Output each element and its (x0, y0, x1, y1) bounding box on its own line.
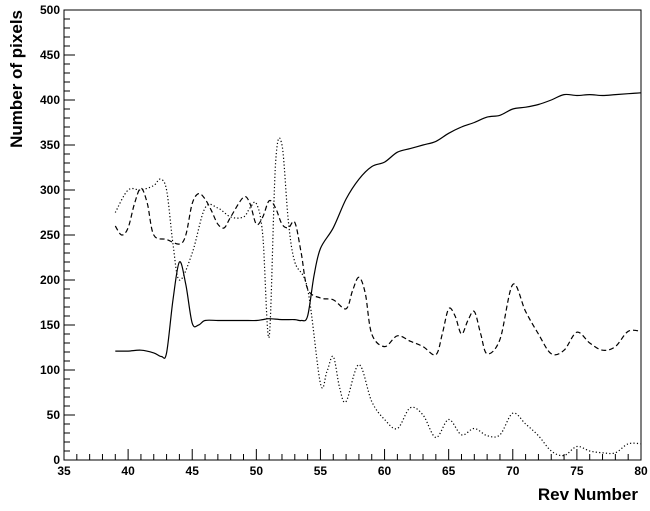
x-tick-label: 75 (570, 464, 584, 478)
x-tick-label: 40 (121, 464, 135, 478)
x-axis-title: Rev Number (538, 485, 639, 504)
x-tick-label: 65 (442, 464, 456, 478)
y-tick-label: 500 (40, 3, 60, 17)
y-tick-label: 150 (40, 318, 60, 332)
x-tick-label: 70 (506, 464, 520, 478)
axes-group: 35 40 45 50 55 60 65 70 75 80 0 50 100 150 200 250 300 35… (40, 3, 648, 478)
y-tick-label: 350 (40, 138, 60, 152)
y-tick-label: 400 (40, 93, 60, 107)
x-tick-label: 35 (57, 464, 71, 478)
plot-frame (63, 9, 642, 461)
x-tick-label: 80 (634, 464, 648, 478)
series-line-dotted (114, 137, 642, 457)
y-tick-label: 100 (40, 363, 60, 377)
y-tick-label: 250 (40, 228, 60, 242)
x-tick-label: 55 (314, 464, 328, 478)
series-line-dashed (114, 187, 642, 356)
y-tick-label: 300 (40, 183, 60, 197)
y-tick-label: 450 (40, 48, 60, 62)
y-tick-label: 50 (47, 408, 61, 422)
series-group (114, 92, 642, 457)
x-tick-label: 60 (378, 464, 392, 478)
y-tick-label: 0 (53, 453, 60, 467)
series-line-solid (115, 92, 642, 359)
y-tick-label: 200 (40, 273, 60, 287)
y-axis-title: Number of pixels (7, 10, 26, 148)
x-tick-label: 50 (250, 464, 264, 478)
x-tick-label: 45 (186, 464, 200, 478)
